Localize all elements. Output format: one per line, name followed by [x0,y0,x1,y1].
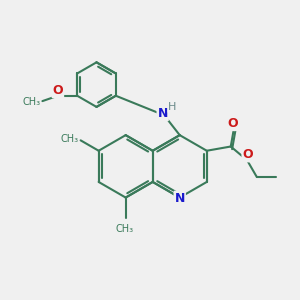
Text: N: N [158,107,168,120]
Text: H: H [168,102,177,112]
Text: CH₃: CH₃ [115,224,133,234]
Text: O: O [242,148,253,161]
Text: O: O [228,117,238,130]
Text: CH₃: CH₃ [23,97,41,107]
Text: CH₃: CH₃ [60,134,78,144]
Text: O: O [52,84,63,97]
Text: N: N [175,192,185,205]
